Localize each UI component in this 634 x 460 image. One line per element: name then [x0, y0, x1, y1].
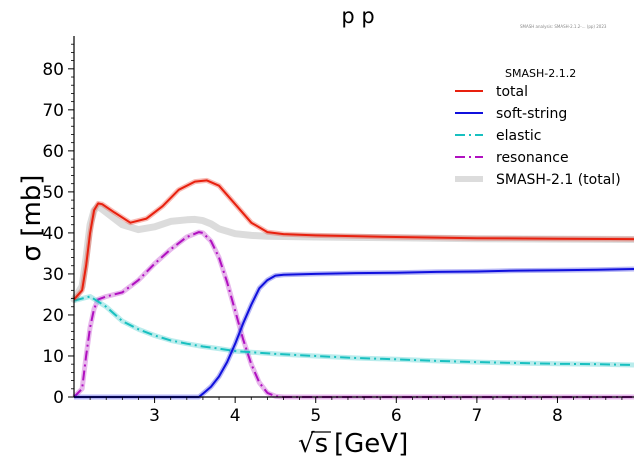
- legend-label-soft: soft-string: [496, 106, 567, 122]
- y-tick-label: 40: [42, 224, 64, 244]
- y-tick-label: 20: [42, 306, 64, 326]
- series-line-smash21-total: [70, 202, 634, 303]
- series-line-resonance: [73, 231, 634, 398]
- y-tick-label: 30: [42, 265, 64, 285]
- series-band-soft: [74, 266, 634, 400]
- series-layer: [70, 177, 634, 400]
- legend-label-smash21: SMASH-2.1 (total): [496, 172, 621, 188]
- x-tick-label: 8: [552, 406, 563, 426]
- y-tick-label: 50: [42, 183, 64, 203]
- y-tick-label: 70: [42, 101, 64, 121]
- x-axis-label: [GeV]: [334, 429, 408, 459]
- x-tick-label: 5: [310, 406, 321, 426]
- x-axis-sqrt-label: √s: [298, 429, 328, 459]
- x-tick-label: 7: [471, 406, 482, 426]
- legend-label-resonance: resonance: [496, 150, 569, 166]
- x-tick-label: 3: [149, 406, 160, 426]
- x-tick-label: 4: [230, 406, 241, 426]
- series-line-total: [73, 179, 634, 301]
- series-band-resonance: [72, 229, 634, 400]
- y-axis-label: σ [mb]: [17, 175, 47, 262]
- y-tick-label: 0: [53, 388, 64, 408]
- series-line-elastic: [73, 295, 634, 366]
- legend-label-elastic: elastic: [496, 128, 541, 144]
- series-band-elastic: [73, 294, 634, 368]
- x-tick-label: 6: [391, 406, 402, 426]
- legend: SMASH-2.1.2 total soft-string elastic reson…: [455, 67, 621, 188]
- chart-title: p p: [341, 4, 374, 28]
- legend-label-total: total: [496, 84, 528, 100]
- y-tick-label: 10: [42, 347, 64, 367]
- watermark: SMASH analysis: SMASH-2.1.2-... (pp) 202…: [520, 24, 607, 29]
- legend-title: SMASH-2.1.2: [505, 67, 576, 80]
- axes: 0 10 20 30 40 50 60 70 80 3 4 5 6 7 8: [42, 36, 634, 426]
- series-line-soft: [74, 268, 634, 398]
- y-tick-label: 80: [42, 60, 64, 80]
- y-tick-label: 60: [42, 142, 64, 162]
